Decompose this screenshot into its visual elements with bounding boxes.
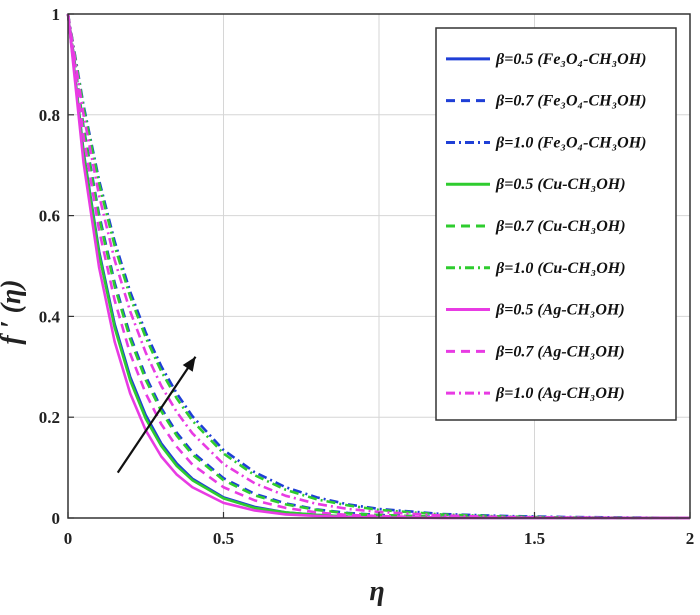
legend-label-7: β=0.5 (Ag-CH₃OH) xyxy=(495,302,625,319)
legend-label-3: β=1.0 (Fe₃O₄-CH₃OH) xyxy=(495,134,646,151)
legend-label-8: β=0.7 (Ag-CH₃OH) xyxy=(495,343,625,360)
legend-label-5: β=0.7 (Cu-CH₃OH) xyxy=(495,218,626,235)
y-tick-label: 0.2 xyxy=(39,408,60,427)
x-tick-label: 1.5 xyxy=(524,529,545,548)
x-tick-label: 0 xyxy=(64,529,73,548)
x-tick-label: 0.5 xyxy=(213,529,234,548)
series-line-2 xyxy=(66,13,691,520)
y-axis-label: f ′ (η) xyxy=(0,279,27,344)
series-line-3 xyxy=(66,13,691,520)
y-tick-label: 1 xyxy=(52,5,61,24)
legend-label-2: β=0.7 (Fe₃O₄-CH₃OH) xyxy=(495,93,646,110)
legend: β=0.5 (Fe₃O₄-CH₃OH) β=0.7 (Fe₃O₄-CH₃OH) β=… xyxy=(435,27,677,421)
legend-label-4: β=0.5 (Cu-CH₃OH) xyxy=(495,176,626,193)
trend-arrow-head xyxy=(182,356,196,372)
y-tick-label: 0.6 xyxy=(39,207,60,226)
x-tick-label: 2 xyxy=(686,529,695,548)
tick-labels: 0 0.5 1 1.5 2 0 0.2 0.4 0.6 0.8 1 xyxy=(39,5,695,548)
legend-label-6: β=1.0 (Cu-CH₃OH) xyxy=(495,260,626,277)
y-tick-label: 0.4 xyxy=(39,307,61,326)
y-tick-label: 0 xyxy=(52,509,61,528)
legend-label-1: β=0.5 (Fe₃O₄-CH₃OH) xyxy=(495,51,646,68)
series-line-9 xyxy=(66,13,691,520)
trend-arrow-shaft xyxy=(116,356,197,474)
series-line-5 xyxy=(66,13,691,520)
legend-box xyxy=(435,27,677,421)
annotation xyxy=(116,356,197,474)
legend-label-9: β=1.0 (Ag-CH₃OH) xyxy=(495,385,625,402)
x-tick-label: 1 xyxy=(375,529,384,548)
y-tick-label: 0.8 xyxy=(39,106,60,125)
x-axis-label: η xyxy=(369,576,384,607)
